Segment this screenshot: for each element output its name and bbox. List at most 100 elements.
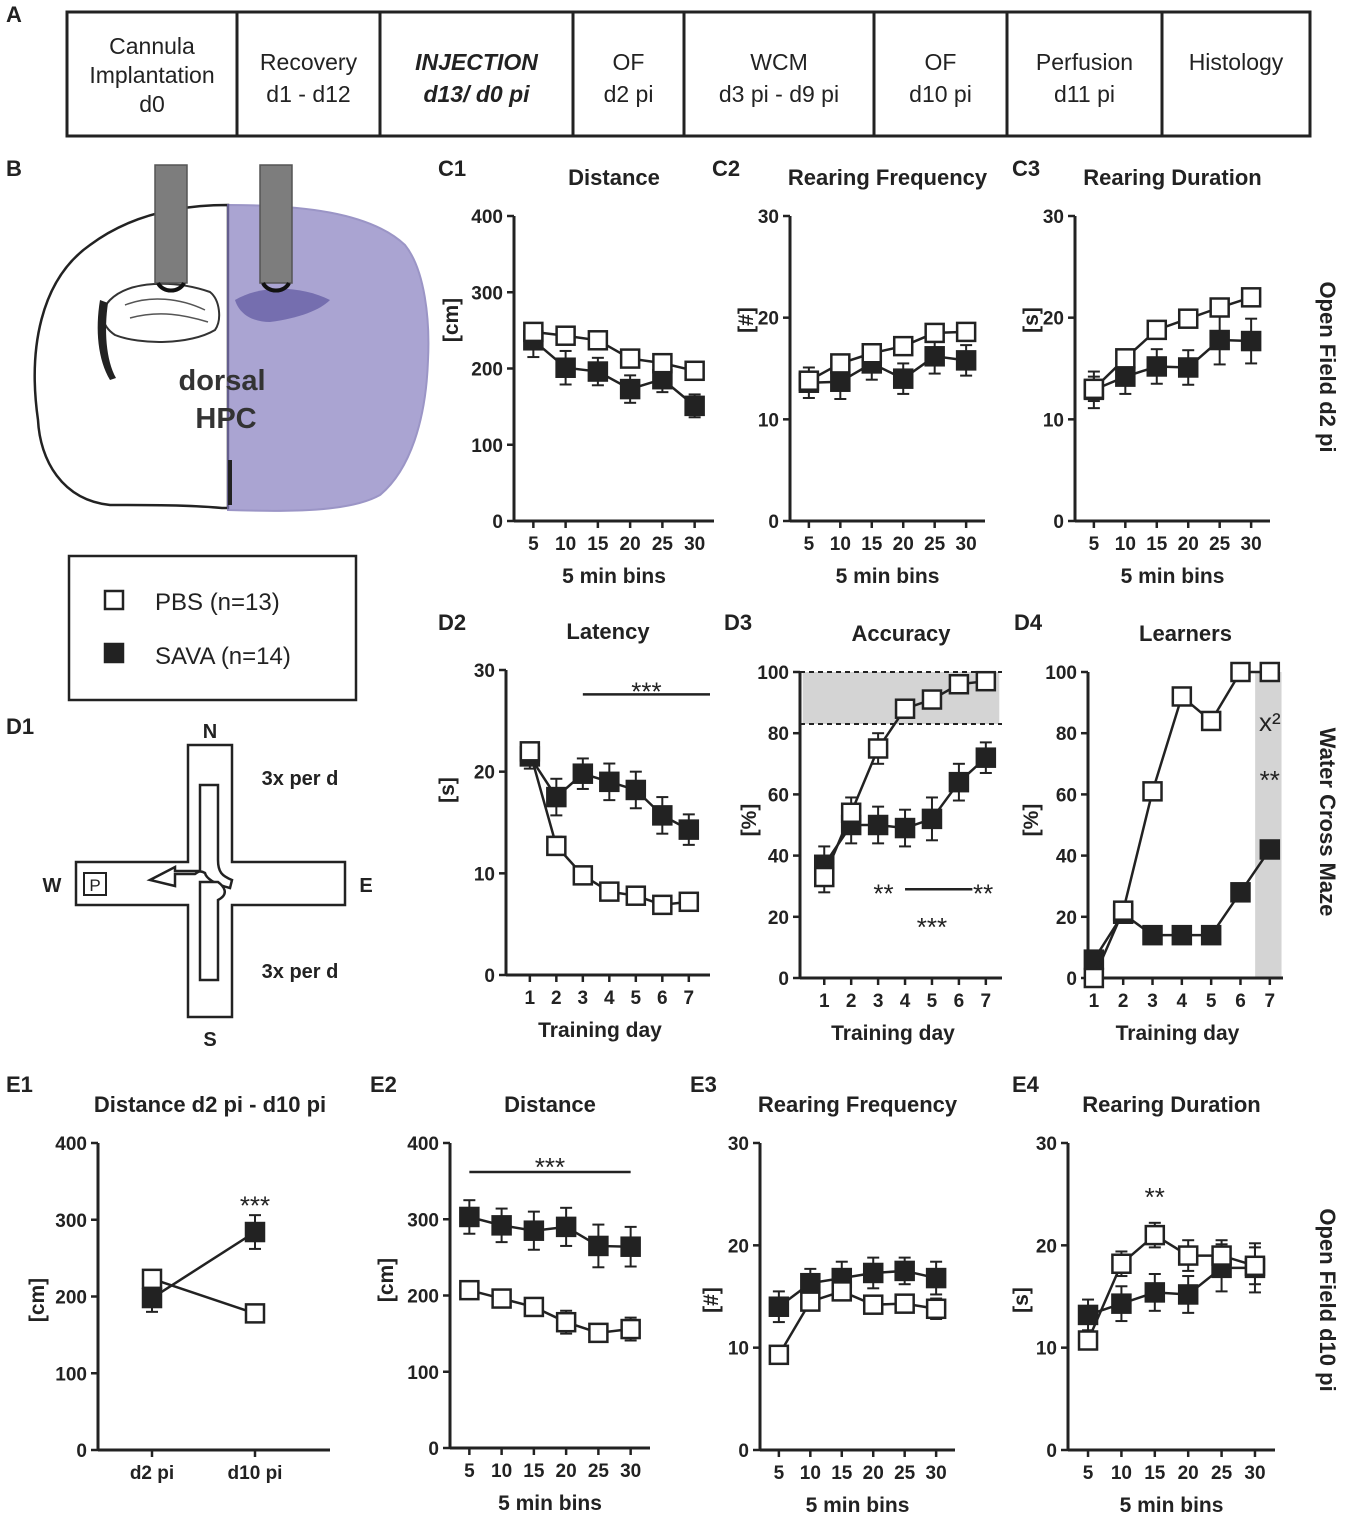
y-tick-label: 200 xyxy=(407,1287,439,1308)
y-tick-label: 20 xyxy=(474,763,495,784)
data-point xyxy=(572,763,594,784)
data-point xyxy=(1244,1255,1266,1277)
data-point xyxy=(1240,330,1262,352)
y-tick-label: 40 xyxy=(768,847,789,868)
chart-c3: Rearing Duration 0 10 20 30 5 10 15 20 25 30 [s] 5 m… xyxy=(1020,165,1270,588)
chart-d3: Accuracy 0 20 40 60 80 100 1 2 3 4 5 6 7 [%] Training d… xyxy=(738,621,1002,1045)
maze-north-label: N xyxy=(203,721,217,743)
data-point xyxy=(924,322,945,344)
chart-d4: Learners 0 20 40 60 80 100 1 2 3 4 5 6 7 [%] Training d… xyxy=(1020,621,1283,1045)
data-point xyxy=(620,1318,641,1340)
series-pbs xyxy=(1083,287,1262,403)
y-tick-label: 400 xyxy=(471,207,503,228)
data-point xyxy=(652,894,673,916)
brain-label-line1: dorsal xyxy=(178,365,265,397)
timeline: Cannula Implantation d0 Recovery d1 - d12 INJ… xyxy=(65,10,1312,138)
data-point xyxy=(800,1291,821,1312)
y-tick-label: 10 xyxy=(474,864,495,885)
data-point xyxy=(830,371,851,392)
data-point xyxy=(948,771,970,793)
data-point xyxy=(1209,329,1230,351)
data-point xyxy=(1083,967,1105,989)
legend-sava-marker xyxy=(103,642,125,664)
x-tick-label: 15 xyxy=(861,534,883,555)
data-point xyxy=(1171,924,1193,946)
data-point xyxy=(813,866,835,888)
data-point xyxy=(1111,1253,1132,1275)
y-axis-label: [cm] xyxy=(26,1278,49,1322)
series-sava xyxy=(459,1199,641,1269)
data-point xyxy=(1144,1224,1166,1246)
data-point xyxy=(1077,1304,1099,1326)
timeline-step-text: d10 pi xyxy=(909,81,972,107)
chart-e4: Rearing Duration 0 10 20 30 5 10 15 20 25 30 [s] 5 m… xyxy=(1010,1092,1275,1517)
x-tick-label: 6 xyxy=(954,991,965,1012)
x-tick-label: 6 xyxy=(1235,991,1246,1012)
x-tick-label: 4 xyxy=(604,988,615,1009)
data-point xyxy=(831,1281,853,1302)
x-axis-label: Training day xyxy=(831,1022,955,1045)
y-tick-label: 10 xyxy=(1036,1339,1057,1360)
x-tick-label: d10 pi xyxy=(228,1463,283,1484)
y-tick-label: 20 xyxy=(1036,1236,1057,1257)
y-tick-label: 10 xyxy=(1043,410,1064,431)
data-point xyxy=(555,1216,577,1238)
x-tick-label: 25 xyxy=(652,534,674,555)
y-tick-label: 300 xyxy=(55,1211,87,1232)
data-point xyxy=(244,1221,266,1243)
cannula-right xyxy=(259,164,293,284)
series-pbs xyxy=(798,321,977,391)
y-axis-label: [#] xyxy=(700,1287,723,1313)
timeline-step-text: INJECTION xyxy=(415,49,538,75)
y-tick-label: 20 xyxy=(1056,908,1077,929)
data-point xyxy=(768,1344,790,1366)
data-point xyxy=(555,357,576,378)
timeline-step-text: Cannula xyxy=(109,33,195,59)
brain-label-line2: HPC xyxy=(195,403,256,435)
x-tick-label: 2 xyxy=(551,988,562,1009)
x-tick-label: 5 xyxy=(631,988,642,1009)
panel-label-e4: E4 xyxy=(1012,1072,1040,1097)
maze-south-label: S xyxy=(203,1029,216,1051)
data-point xyxy=(1177,308,1199,329)
data-point xyxy=(1112,900,1134,921)
chart-title: Accuracy xyxy=(851,621,951,646)
data-point xyxy=(625,779,647,801)
brain-left-outline xyxy=(33,203,230,510)
data-point xyxy=(1177,1245,1199,1266)
data-point xyxy=(572,865,594,886)
x-tick-label: 3 xyxy=(578,988,589,1009)
data-point xyxy=(546,835,567,857)
y-axis-label: [#] xyxy=(735,307,758,333)
y-tick-label: 30 xyxy=(474,661,495,682)
y-tick-label: 100 xyxy=(55,1364,87,1385)
data-point xyxy=(948,673,970,695)
series-pbs xyxy=(459,1279,641,1344)
data-point xyxy=(620,1236,641,1257)
chart-title: Distance d2 pi - d10 pi xyxy=(94,1092,326,1117)
series-sava xyxy=(1083,314,1262,410)
data-point xyxy=(1200,710,1222,732)
y-tick-label: 0 xyxy=(768,512,779,533)
x-tick-label: 30 xyxy=(1244,1463,1265,1484)
data-point xyxy=(684,360,705,382)
data-point xyxy=(459,1206,480,1228)
data-point xyxy=(588,1322,609,1344)
cross-maze: P N S W E 3x per d 3x per d xyxy=(43,721,373,1051)
data-point xyxy=(523,1296,545,1318)
x-tick-label: 1 xyxy=(1089,991,1100,1012)
series-sava xyxy=(768,1256,947,1324)
y-tick-label: 0 xyxy=(738,1441,749,1462)
x-tick-label: 2 xyxy=(1118,991,1129,1012)
y-tick-label: 0 xyxy=(484,966,495,987)
y-tick-label: 100 xyxy=(407,1363,439,1384)
series-pbs xyxy=(768,1281,947,1366)
maze-trials-top: 3x per d xyxy=(262,768,339,790)
y-tick-label: 0 xyxy=(76,1441,87,1462)
data-point xyxy=(619,348,641,369)
series-pbs xyxy=(1083,661,1281,989)
data-point xyxy=(555,325,576,346)
y-tick-label: 30 xyxy=(758,207,779,228)
x-tick-label: 25 xyxy=(1211,1463,1233,1484)
